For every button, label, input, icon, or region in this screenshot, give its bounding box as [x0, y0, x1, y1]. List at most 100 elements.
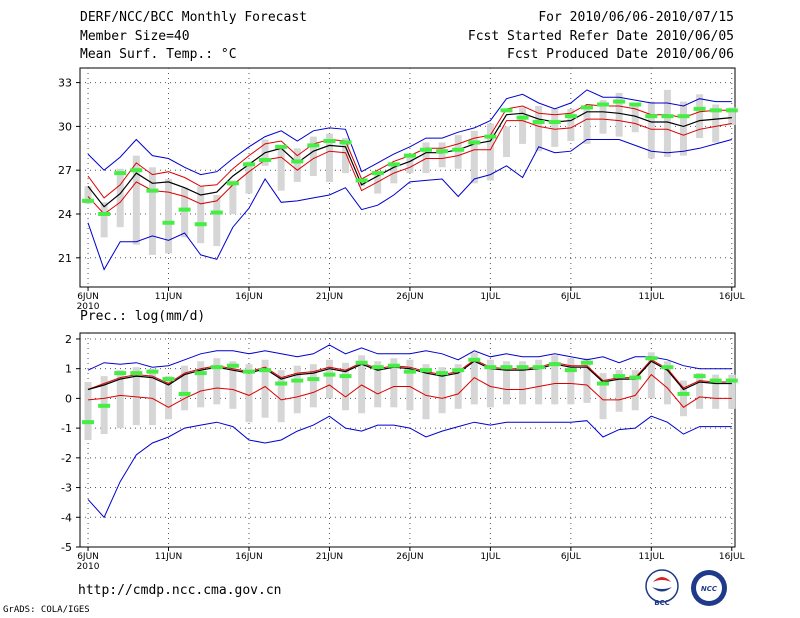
temp-box — [615, 92, 623, 137]
precip-title: Prec.: log(mm/d) — [80, 309, 206, 324]
temp-ytick-label: 33 — [58, 77, 72, 90]
prec-ytick-label: 2 — [65, 333, 72, 346]
temp-xtick-label: 6JUL — [561, 292, 581, 302]
temp-frame — [79, 67, 736, 288]
prec-xtick-label: 16JUN — [235, 552, 262, 562]
prec-box — [390, 358, 398, 408]
prec-xtick-label: 11JUL — [638, 552, 664, 562]
temp-box — [583, 107, 591, 144]
bcc-logo-text: BCC — [654, 599, 670, 607]
prec-box — [680, 380, 688, 417]
temp-box — [680, 101, 688, 156]
prec-box — [261, 359, 269, 418]
prec-xtick-label: 16JUL — [719, 552, 745, 562]
temp-box — [470, 130, 478, 184]
temp-box — [712, 104, 720, 143]
temp-box — [663, 89, 671, 158]
prec-box — [583, 358, 591, 403]
temp-xtick-label: 11JUL — [638, 292, 664, 302]
temp-box — [374, 173, 382, 194]
temp-xtick-label: 21JUN — [316, 292, 343, 302]
temp-box — [567, 108, 575, 141]
prec-box — [374, 361, 382, 408]
prec-box — [535, 359, 543, 405]
prec-box — [631, 370, 639, 411]
forecast-period: For 2010/06/06-2010/07/15 — [538, 10, 734, 25]
temp-min-line — [87, 139, 732, 271]
temp-max-line — [87, 89, 732, 176]
prec-box — [325, 359, 333, 399]
temp-box — [181, 187, 189, 238]
prec-xtick-label: 6JUL — [561, 552, 581, 562]
prec-box — [116, 370, 124, 429]
temp-xtick-label: 11JUN — [155, 292, 182, 302]
temp-box — [728, 107, 736, 125]
temp-mean-line — [87, 111, 732, 208]
prec-box — [84, 382, 92, 440]
prec-box — [148, 368, 156, 426]
temp-xtick-label: 16JUN — [235, 292, 262, 302]
prec-box — [132, 367, 140, 426]
prec-frame — [79, 332, 736, 548]
temp-ytick-label: 30 — [58, 120, 72, 133]
temp-box — [519, 107, 527, 144]
prec-xtick-label: 1JUL — [480, 552, 500, 562]
produced-date: Fcst Produced Date 2010/06/06 — [507, 47, 734, 62]
ncc-logo-text: NCC — [701, 585, 718, 593]
temp-spread-lower-line — [87, 118, 732, 215]
prec-xtick-label: 21JUN — [316, 552, 343, 562]
temp-box — [486, 123, 494, 181]
grads-credit: GrADS: COLA/IGES — [3, 605, 90, 615]
temp-box — [165, 178, 173, 254]
temp-box — [631, 103, 639, 133]
temp-box — [358, 178, 366, 187]
prec-box — [358, 355, 366, 414]
prec-box — [213, 358, 221, 405]
temp-box — [454, 135, 462, 169]
prec-box — [663, 361, 671, 405]
prec-ytick-label: -5 — [61, 541, 72, 554]
prec-box — [342, 362, 350, 411]
prec-ytick-label: -2 — [61, 452, 72, 465]
prec-year-label: 2010 — [77, 562, 100, 572]
temp-box — [245, 161, 253, 194]
temp-box — [293, 148, 301, 182]
temp-box — [277, 146, 285, 191]
prec-ytick-label: -4 — [61, 511, 72, 524]
prec-max-line — [87, 344, 732, 371]
prec-spread-lower-line — [87, 373, 732, 408]
prec-box — [277, 370, 285, 423]
temp-box — [647, 101, 655, 159]
prec-box — [696, 373, 704, 409]
prec-min-line — [87, 415, 732, 519]
prec-box — [454, 364, 462, 409]
temp-box — [696, 94, 704, 139]
prec-box — [309, 364, 317, 408]
prec-box — [245, 364, 253, 423]
prec-box — [422, 364, 430, 420]
ncc-logo-icon: NCC — [691, 570, 727, 606]
prec-box — [615, 370, 623, 412]
temp-box — [229, 180, 237, 214]
prec-box — [165, 376, 173, 420]
temp-box — [342, 138, 350, 174]
temp-xtick-label: 16JUL — [719, 292, 745, 302]
prec-box — [229, 361, 237, 409]
temp-box — [502, 126, 510, 158]
temp-box — [132, 155, 140, 245]
temp-xtick-label: 1JUL — [480, 292, 500, 302]
prec-box — [470, 352, 478, 405]
temp-box — [309, 136, 317, 177]
temp-box — [390, 165, 398, 184]
prec-box — [197, 361, 205, 408]
prec-xtick-label: 6JUN — [77, 552, 99, 562]
temp-xtick-label: 6JUN — [77, 292, 99, 302]
prec-box — [502, 361, 510, 405]
temp-box — [438, 142, 446, 168]
prec-box — [519, 361, 527, 405]
temp-box — [213, 195, 221, 247]
temp-box — [100, 202, 108, 238]
temp-box — [197, 186, 205, 244]
temp-box — [116, 168, 124, 228]
